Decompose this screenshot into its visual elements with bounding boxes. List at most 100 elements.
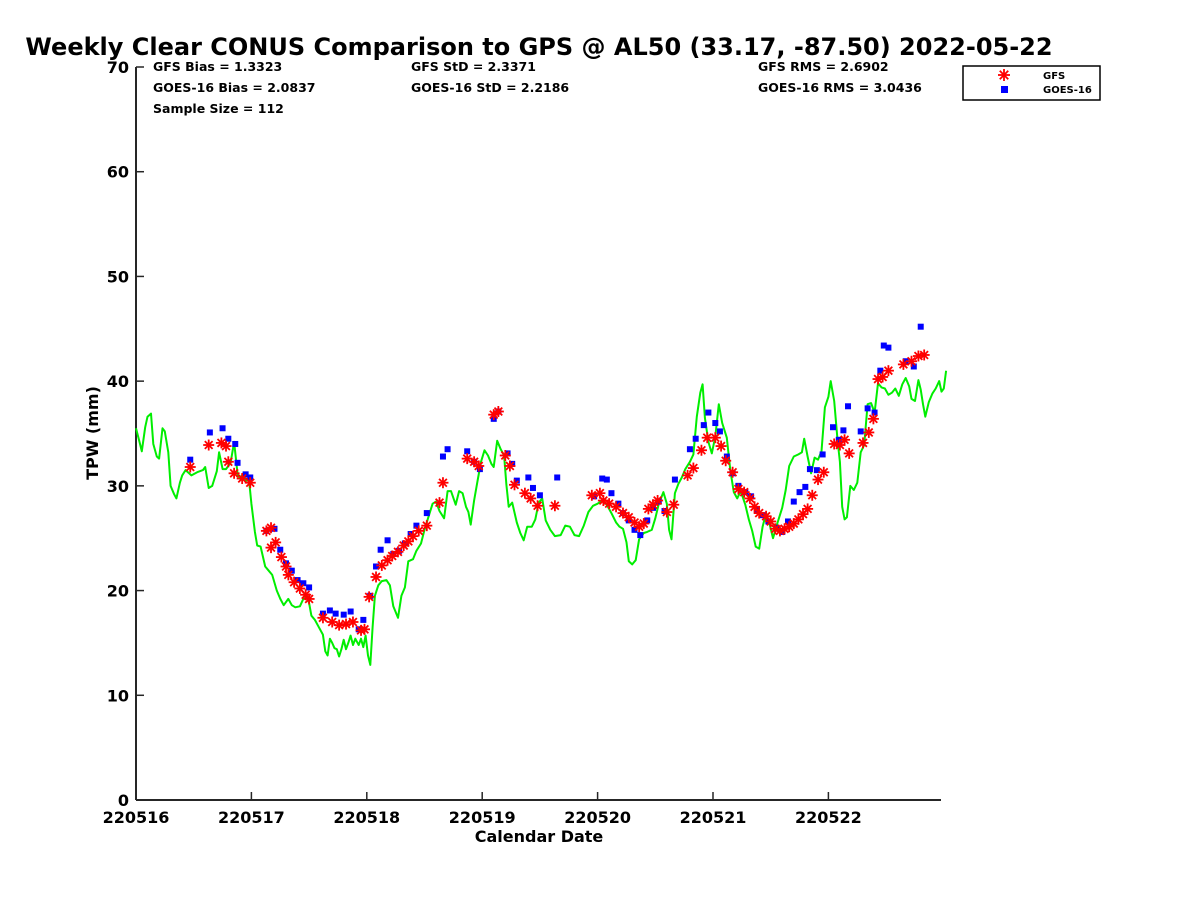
gfs-point bbox=[709, 432, 721, 444]
gps-line bbox=[135, 370, 948, 666]
gfs-point bbox=[504, 460, 516, 472]
goes-16-point bbox=[880, 342, 887, 349]
y-tick-label: 60 bbox=[107, 163, 129, 182]
goes-16-point bbox=[306, 584, 313, 591]
goes-16-point bbox=[373, 563, 380, 570]
asterisk-stroke bbox=[702, 433, 712, 443]
asterisk-stroke bbox=[844, 448, 854, 458]
goes-16-point bbox=[219, 425, 226, 432]
goes-16-point bbox=[340, 611, 347, 618]
goes-16-point bbox=[864, 405, 871, 412]
x-tick-label: 220517 bbox=[218, 808, 285, 827]
goes-16-point bbox=[554, 474, 561, 481]
goes-16-point bbox=[692, 435, 699, 442]
gfs-point bbox=[744, 492, 756, 504]
goes-16-point bbox=[603, 476, 610, 483]
gfs-point bbox=[863, 426, 875, 438]
goes-16-point bbox=[423, 510, 430, 517]
y-axis-label: TPW (mm) bbox=[83, 386, 102, 480]
gfs-point bbox=[661, 506, 673, 518]
goes-16-point bbox=[599, 475, 606, 482]
gfs-point bbox=[370, 571, 382, 583]
gfs-point bbox=[788, 518, 800, 530]
gfs-point bbox=[839, 434, 851, 446]
gfs-point bbox=[806, 489, 818, 501]
goes-16-point bbox=[525, 474, 532, 481]
asterisk-stroke bbox=[185, 462, 195, 472]
gfs-point bbox=[857, 437, 869, 449]
asterisk-stroke bbox=[500, 450, 510, 461]
asterisk-stroke bbox=[414, 526, 424, 536]
gfs-point bbox=[270, 536, 282, 548]
gfs-point bbox=[184, 461, 196, 473]
goes-16-point bbox=[819, 451, 826, 458]
gfs-point bbox=[473, 460, 485, 472]
goes-16-point bbox=[840, 427, 847, 434]
asterisk-stroke bbox=[533, 501, 543, 511]
asterisk-stroke bbox=[295, 583, 305, 594]
stat-goes-bias: GOES-16 Bias = 2.0837 bbox=[153, 80, 315, 95]
gfs-point bbox=[802, 503, 814, 515]
x-tick-label: 220518 bbox=[333, 808, 400, 827]
goes-16-point bbox=[631, 526, 638, 533]
asterisk-stroke bbox=[474, 461, 484, 471]
asterisk-stroke bbox=[422, 521, 432, 531]
gfs-point bbox=[421, 520, 433, 532]
gfs-point bbox=[610, 501, 622, 513]
gfs-point bbox=[727, 466, 739, 478]
asterisk-stroke bbox=[721, 456, 731, 466]
asterisk-stroke bbox=[754, 508, 764, 518]
x-tick-label: 220519 bbox=[449, 808, 516, 827]
asterisk-stroke bbox=[669, 500, 679, 510]
gfs-point bbox=[549, 500, 561, 512]
asterisk-stroke bbox=[526, 493, 536, 503]
goes-16-point bbox=[671, 476, 678, 483]
stat-gfs-rms: GFS RMS = 2.6902 bbox=[758, 59, 889, 74]
asterisk-stroke bbox=[276, 552, 286, 562]
gfs-point bbox=[867, 413, 879, 425]
goes-16-point bbox=[637, 532, 644, 539]
gfs-point bbox=[203, 439, 215, 451]
asterisk-stroke bbox=[462, 454, 472, 464]
stat-goes-rms: GOES-16 RMS = 3.0436 bbox=[758, 80, 922, 95]
asterisk-stroke bbox=[999, 70, 1009, 80]
goes-16-point bbox=[529, 484, 536, 491]
gfs-point bbox=[228, 467, 240, 479]
goes-16-point bbox=[917, 323, 924, 330]
gfs-point bbox=[347, 616, 359, 628]
goes-16-point bbox=[910, 363, 917, 370]
asterisk-stroke bbox=[493, 406, 503, 417]
gfs-point bbox=[668, 499, 680, 511]
gfs-point bbox=[236, 473, 248, 485]
x-axis-label: Calendar Date bbox=[475, 827, 604, 846]
gfs-point bbox=[317, 612, 329, 624]
asterisk-stroke bbox=[761, 511, 771, 521]
goes-16-point bbox=[790, 498, 797, 505]
asterisk-stroke bbox=[271, 537, 281, 547]
asterisk-stroke bbox=[438, 478, 448, 488]
asterisk-stroke bbox=[745, 493, 755, 503]
goes-16-point bbox=[686, 446, 693, 453]
legend-goes-16-label: GOES-16 bbox=[1043, 85, 1092, 96]
x-tick-label: 220521 bbox=[680, 808, 747, 827]
asterisk-stroke bbox=[229, 468, 239, 478]
asterisk-stroke bbox=[221, 441, 231, 451]
goes-16-point bbox=[206, 429, 213, 436]
goes-16-point bbox=[271, 525, 278, 532]
asterisk-stroke bbox=[216, 438, 226, 448]
legend: GFS GOES-16 bbox=[962, 65, 1101, 101]
goes-16-point bbox=[705, 409, 712, 416]
gfs-point bbox=[303, 593, 315, 605]
goes-16-point bbox=[294, 577, 301, 584]
asterisk-stroke bbox=[739, 487, 749, 497]
goes-16-point bbox=[347, 608, 354, 615]
gfs-point bbox=[220, 440, 232, 452]
y-tick-label: 0 bbox=[118, 791, 129, 810]
asterisk-stroke bbox=[604, 499, 614, 509]
asterisk-stroke bbox=[919, 350, 929, 360]
asterisk-stroke bbox=[840, 435, 850, 445]
gfs-point bbox=[294, 582, 306, 594]
asterisk-stroke bbox=[434, 498, 445, 508]
asterisk-stroke bbox=[766, 516, 776, 526]
